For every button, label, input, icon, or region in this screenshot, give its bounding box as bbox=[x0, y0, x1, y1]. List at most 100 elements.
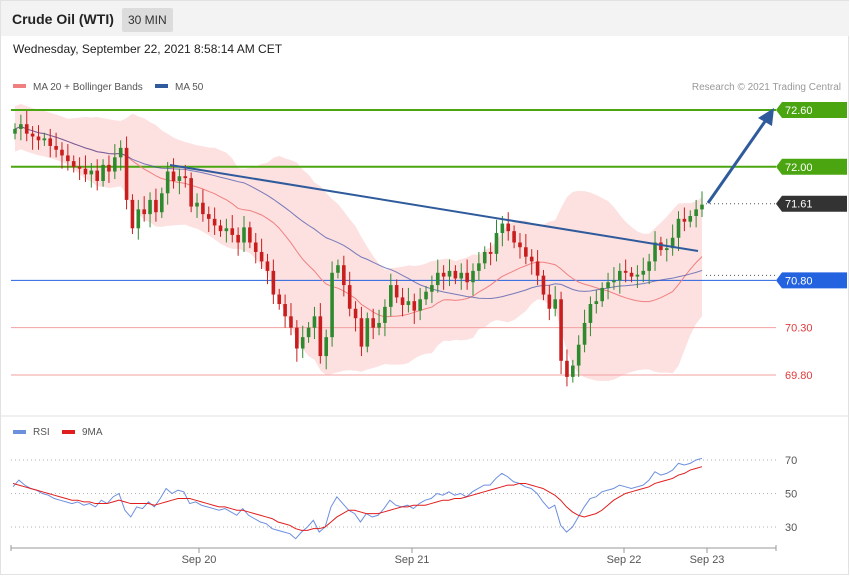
candle-body bbox=[342, 265, 346, 286]
candle-body bbox=[130, 199, 135, 229]
candle-body bbox=[418, 299, 422, 311]
candle-body bbox=[312, 316, 317, 328]
candle-body bbox=[506, 223, 511, 232]
candle-body bbox=[653, 242, 657, 262]
candle-body bbox=[248, 227, 252, 243]
candle-body bbox=[377, 322, 381, 328]
candle-body bbox=[19, 124, 23, 129]
candle-body bbox=[218, 225, 223, 232]
candle-body bbox=[171, 171, 176, 181]
candle-body bbox=[623, 270, 628, 273]
candle-body bbox=[336, 265, 340, 273]
candle-body bbox=[588, 304, 593, 323]
candle-body bbox=[500, 223, 505, 234]
candle-body bbox=[430, 285, 434, 292]
ma20-line bbox=[14, 126, 703, 318]
candle-body bbox=[424, 291, 428, 300]
candle-body bbox=[347, 285, 352, 309]
candle-body bbox=[265, 261, 270, 271]
candle-body bbox=[60, 149, 64, 156]
ma50-line bbox=[14, 126, 703, 299]
level-label-72.00: 72.00 bbox=[785, 162, 813, 174]
candle-body bbox=[512, 231, 516, 243]
level-tag-70.80 bbox=[776, 272, 847, 289]
candle-body bbox=[330, 272, 334, 338]
candle-body bbox=[165, 171, 170, 194]
candle-body bbox=[524, 247, 528, 257]
candle-body bbox=[617, 270, 622, 281]
candle-body bbox=[559, 299, 563, 361]
candle-body bbox=[365, 318, 370, 347]
candle-body bbox=[318, 316, 323, 357]
candle-body bbox=[54, 145, 58, 150]
candle-body bbox=[459, 272, 464, 279]
candle-body bbox=[154, 199, 158, 213]
legend-rsi-swatch bbox=[13, 430, 26, 434]
candle-body bbox=[201, 202, 205, 215]
rsi-line bbox=[12, 457, 703, 540]
candle-body bbox=[242, 227, 246, 243]
level-label-69.80: 69.80 bbox=[785, 370, 813, 382]
level-labels: 72.60 72.00 71.61 70.80 70.30 69.80 bbox=[776, 102, 847, 382]
candle-body bbox=[688, 216, 693, 222]
candle-body bbox=[659, 242, 663, 251]
candle-body bbox=[435, 272, 440, 286]
candle-body bbox=[477, 263, 481, 271]
candle-body bbox=[48, 138, 53, 146]
candle-body bbox=[383, 306, 387, 323]
candle-body bbox=[482, 251, 487, 264]
candle-body bbox=[206, 214, 211, 219]
candle-body bbox=[189, 178, 193, 207]
candle-body bbox=[494, 233, 499, 254]
candle-body bbox=[283, 304, 287, 317]
candle-body bbox=[571, 365, 575, 377]
bollinger-bands bbox=[15, 103, 702, 382]
candle-body bbox=[359, 318, 364, 347]
chart-header: Crude Oil (WTI) 30 MIN bbox=[1, 1, 849, 36]
timeframe-badge[interactable]: 30 MIN bbox=[122, 8, 173, 32]
resistance-trendline bbox=[169, 164, 699, 252]
candle-body bbox=[647, 261, 651, 271]
candle-body bbox=[159, 193, 164, 213]
candle-body bbox=[371, 318, 375, 328]
candle-body bbox=[447, 270, 452, 277]
candle-body bbox=[441, 272, 446, 277]
candle-body bbox=[529, 256, 534, 262]
candle-body bbox=[271, 270, 276, 295]
credit-text: Research © 2021 Trading Central bbox=[692, 82, 841, 93]
candle-body bbox=[465, 272, 469, 283]
timestamp: Wednesday, September 22, 2021 8:58:14 AM… bbox=[13, 42, 283, 56]
candle-body bbox=[107, 164, 111, 172]
candle-body bbox=[136, 209, 141, 229]
candle-body bbox=[547, 294, 552, 309]
candle-body bbox=[183, 176, 188, 179]
candle-body bbox=[412, 301, 417, 311]
level-tag-71.61 bbox=[776, 195, 847, 212]
candle-body bbox=[565, 360, 569, 377]
candle-body bbox=[670, 237, 675, 249]
candle-body bbox=[142, 209, 146, 215]
level-tag-72.00 bbox=[776, 158, 847, 175]
candle-body bbox=[236, 234, 240, 243]
candle-body bbox=[488, 251, 493, 254]
legend-rsi-label: RSI bbox=[33, 427, 50, 438]
level-label-70.30: 70.30 bbox=[785, 323, 813, 335]
candle-body bbox=[289, 316, 293, 328]
candle-body bbox=[24, 124, 29, 134]
candle-body bbox=[471, 270, 475, 283]
candle-body bbox=[664, 248, 669, 251]
candle-body bbox=[224, 228, 229, 232]
x-tick-label: Sep 22 bbox=[607, 554, 642, 566]
candle-body bbox=[606, 282, 610, 288]
candle-body bbox=[277, 294, 282, 305]
candle-body bbox=[77, 166, 82, 169]
candle-body bbox=[535, 261, 540, 276]
candle-body bbox=[36, 136, 41, 141]
candle-body bbox=[253, 242, 258, 252]
rsi-tick-30: 30 bbox=[785, 522, 797, 534]
x-tick-label: Sep 20 bbox=[182, 554, 217, 566]
candle-body bbox=[101, 164, 105, 181]
candle-body bbox=[95, 170, 100, 181]
candle-body bbox=[259, 251, 264, 262]
